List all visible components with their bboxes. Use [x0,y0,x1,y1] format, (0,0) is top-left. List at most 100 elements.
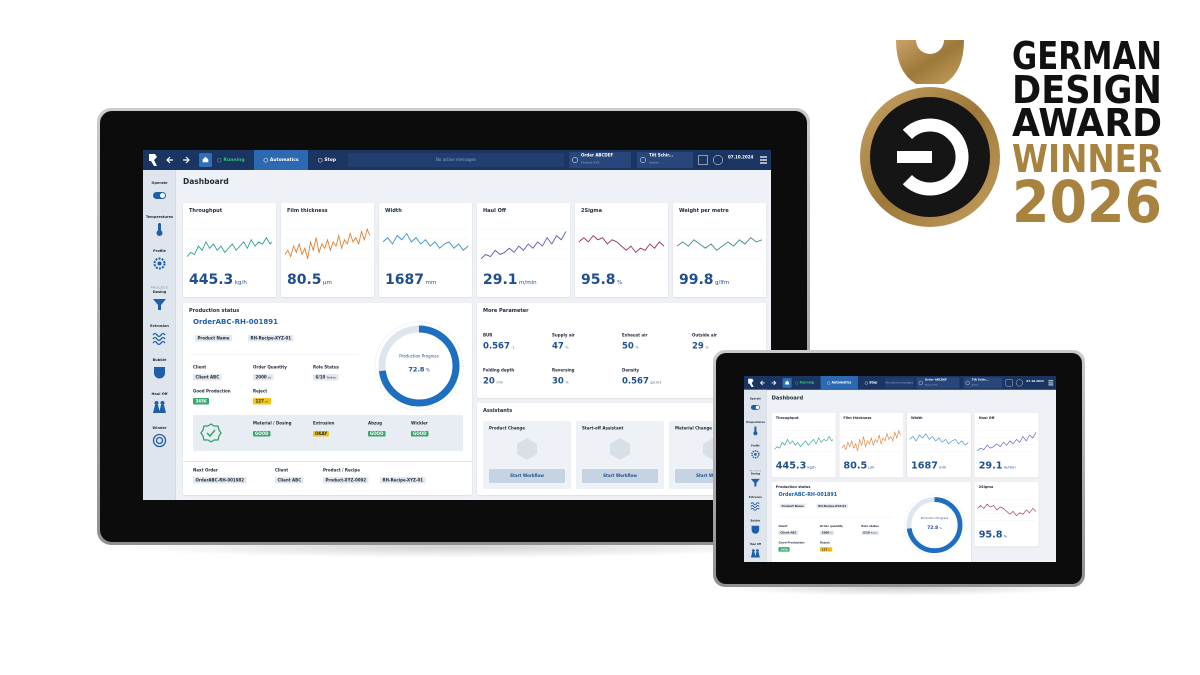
kpi-card: Width 1687mm [906,412,972,478]
sidebar-icon-part [754,452,757,456]
award-year: 2026 [1012,168,1162,236]
parameter-value: 30% [552,376,569,386]
parameter-value-number: 47 [552,341,564,351]
kpi-grid [383,228,468,260]
start-workflow-button[interactable]: Start Workflow [582,469,658,483]
medal-hole [916,26,944,54]
stop-icon [864,381,868,385]
sidebar-label[interactable]: Profile [153,249,166,253]
kpi-value: 80.5µm [843,460,874,471]
small-dashboard: Running Automatics Stop No active messages O… [744,376,1056,562]
separator [778,516,893,518]
field-value: Client ABC [193,374,222,381]
kpi-grid-part [774,430,834,452]
stop-text: Stop [869,381,878,385]
field-unit: m [830,531,833,535]
sidebar-icon-part [160,401,165,405]
app-logo-part [149,154,157,166]
menu-button-part [1048,380,1054,386]
sidebar-label[interactable]: Temperatures [745,420,765,424]
sidebar-label[interactable]: Dosing [152,290,167,294]
award-line: DESIGN [1012,68,1162,112]
forward-button[interactable] [770,379,777,386]
home-button[interactable] [199,153,212,167]
parameter-value-number: 0.567 [622,376,649,386]
mode-automatics[interactable]: Automatics [820,376,858,390]
small-screen: Running Automatics Stop No active messages O… [744,376,1056,562]
field-label: Good Production [193,389,231,394]
field-unit: m [265,400,269,404]
progress-label: Production Progress [399,354,439,359]
grid-button[interactable] [698,155,708,165]
kpi-value: 95.8% [979,529,1007,540]
menu-button[interactable] [1048,380,1054,386]
station-status: GOOD [253,431,271,437]
parameter-value-number: 50 [622,341,634,351]
back-button[interactable] [759,379,766,386]
forward-button[interactable] [181,155,191,165]
progress-outer [903,494,966,556]
home-button[interactable] [782,378,792,388]
kpi-grid-part [481,228,566,260]
back-button[interactable] [165,155,175,165]
field-unit: m [268,376,272,380]
stop-button[interactable]: Stop [860,376,882,390]
sidebar-label[interactable]: Operate [749,397,761,401]
order-id: OrderABC-RH-001891 [778,491,838,498]
order-box[interactable]: Order ABCDEF Product XYZ [916,377,960,389]
sidebar-label[interactable]: Winder [152,426,167,430]
kpi-title: Weight per metre [679,208,729,214]
user-box[interactable]: Tilt Schir... Admin [637,152,693,168]
sidebar-label[interactable]: Extrusion [748,496,762,499]
sidebar-icon-part [755,405,760,410]
order-icon [918,380,923,385]
station-name: Wickler [411,421,428,426]
sidebar-label[interactable]: Profile [750,444,760,448]
parameter-value-unit: % [635,345,639,350]
stop-icon [317,157,323,163]
status-running[interactable]: Running [795,376,814,390]
forward-button-part [771,380,777,386]
back-button-part [166,156,173,164]
medal-hanger [896,40,964,84]
assistant-icon-part [610,438,630,460]
help-button[interactable] [713,155,723,165]
sidebar-label[interactable]: Bubble [750,519,761,523]
sidebar-label[interactable]: Haul Off [151,392,168,396]
stop-button[interactable]: Stop [311,150,343,170]
help-button[interactable] [1015,379,1023,387]
kpi-grid-part [579,228,664,260]
user-box[interactable]: Tilt Schir... Admin [963,377,1003,389]
order-box[interactable]: Order ABCDEF Product XYZ [569,152,631,168]
start-workflow-button[interactable]: Start Workflow [489,469,565,483]
kpi-grid-part [677,228,762,260]
mode-automatics[interactable]: Automatics [254,150,308,170]
page-title: Dashboard [771,394,804,401]
status-running[interactable]: Running [217,150,245,170]
kpi-card: Weight per metre 99.8 g/lfm [673,203,766,297]
sidebar-label[interactable]: Operate [151,181,168,185]
sidebar-label[interactable]: Temperatures [145,215,174,219]
parameter-value-number: 20 [483,376,495,386]
grid-button[interactable] [1005,379,1013,387]
kpi-grid-part [187,228,272,260]
panel-title: Production status [189,308,240,314]
panel-title: Production status [775,485,811,489]
sidebar-label[interactable]: Haul Off [749,543,761,546]
sidebar-icon-part [158,223,161,232]
sidebar-label[interactable]: Extrusion [150,324,169,328]
kpi-value-number: 95.8 [581,271,616,288]
sidebar-label[interactable]: Bubble [152,358,167,362]
kpi-grid-part [977,430,1036,452]
next-recipe-label: Product / Recipe [323,468,361,473]
assistant-name: Product Change [489,426,525,431]
kpi-value-number: 445.3 [775,459,807,471]
sidebar-label[interactable]: Dosing [750,472,761,476]
kpi-card: 2Sigma 95.8% [974,481,1039,547]
kpi-value-number: 29.1 [483,271,518,288]
user-name: Tilt Schir... [971,378,989,382]
sidebar-icon-part [152,332,166,346]
menu-button[interactable] [760,156,767,164]
